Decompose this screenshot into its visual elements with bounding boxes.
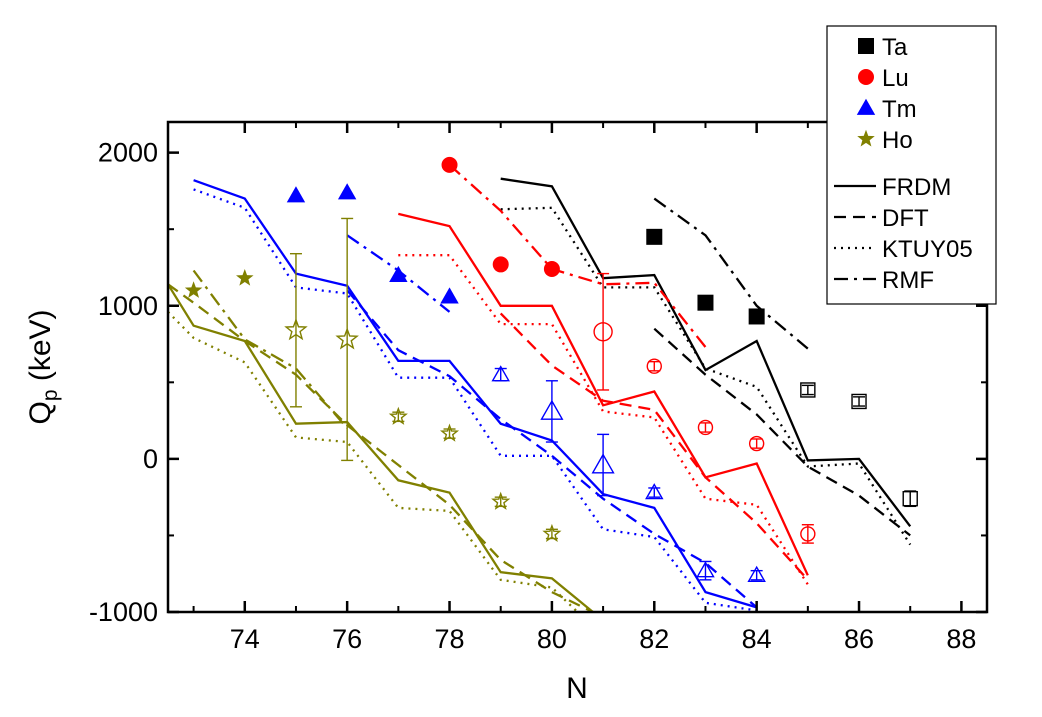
tm-estimated-point (696, 561, 715, 578)
tm-estimated-point (645, 483, 664, 500)
legend-marker-ta (858, 38, 874, 54)
ta-experimental-point (646, 228, 663, 245)
ho-estimated-point (439, 423, 460, 442)
x-tick-label: 88 (946, 624, 976, 654)
legend-label-rmf: RMF (882, 267, 934, 294)
ta-estimated-point (851, 393, 867, 410)
lu-estimated-point (697, 419, 714, 436)
series-layer (168, 164, 912, 612)
tm-estimated-point (540, 399, 564, 420)
ho-dft-line (168, 283, 594, 612)
axes-layer: 74 76 78 80 82 84 86 88 -1000 0 1000 2000 (89, 122, 987, 654)
x-axis-title: N (566, 672, 588, 705)
lu-frdm-line (398, 212, 809, 576)
legend-box (826, 25, 997, 305)
legend: Ta Lu Tm Ho FRDM DFT KTUY05 RMF (826, 25, 997, 305)
plot-frame (166, 120, 989, 614)
lu-estimated-point (748, 435, 765, 452)
lu-experimental-point (492, 256, 509, 273)
tm-experimental-point (440, 287, 459, 304)
y-axis-title-unit: (keV) (24, 309, 57, 389)
ta-ktuy05-line (500, 206, 912, 546)
ta-experimental-point (748, 308, 765, 325)
legend-marker-tm (856, 98, 876, 115)
y-tick-label: 1000 (98, 291, 158, 321)
legend-label-ktuy05: KTUY05 (882, 236, 973, 263)
lu-estimated-point (800, 526, 816, 542)
tm-estimated-point (491, 365, 510, 382)
legend-label-frdm: FRDM (882, 174, 951, 201)
y-tick-label: 2000 (98, 138, 158, 168)
ho-rmf-line (192, 269, 349, 430)
legend-label-dft: DFT (882, 205, 929, 232)
lu-rmf-line (448, 164, 707, 348)
tm-dft-line (346, 289, 758, 609)
legend-items: Ta Lu Tm Ho FRDM DFT KTUY05 RMF (834, 34, 973, 294)
ho-ktuy05-line (168, 311, 579, 612)
tm-experimental-point (337, 183, 357, 200)
x-tick-label: 74 (230, 624, 260, 654)
lu-estimated-point (646, 358, 662, 374)
ta-frdm-line (500, 177, 912, 527)
ta-experimental-point (697, 294, 714, 311)
ho-experimental-point (184, 281, 203, 298)
ho-estimated-point (284, 317, 308, 341)
ta-dft-line (653, 327, 911, 537)
legend-label-ta: Ta (882, 34, 908, 61)
y-tick-label: -1000 (89, 597, 158, 627)
tm-experimental-point (389, 265, 408, 283)
ho-estimated-point (335, 327, 359, 350)
x-tick-label: 84 (742, 624, 772, 654)
legend-label-tm: Tm (882, 96, 917, 123)
ho-experimental-point (236, 268, 254, 286)
x-tick-label: 86 (844, 624, 874, 654)
ho-estimated-point (542, 523, 562, 543)
lu-experimental-point (543, 261, 560, 277)
y-axis-title-sub: p (39, 389, 62, 401)
tm-frdm-line (193, 179, 758, 609)
x-tick-label: 80 (537, 624, 567, 654)
y-axis-title: Qp (keV) (24, 309, 62, 424)
y-tick-label: 0 (143, 444, 158, 474)
tm-ktuy05-line (193, 188, 757, 612)
ta-estimated-point (902, 490, 918, 507)
tm-estimated-point (747, 565, 766, 582)
legend-label-lu: Lu (882, 65, 909, 92)
legend-marker-lu (858, 69, 874, 85)
ta-estimated-point (800, 382, 816, 398)
ho-estimated-point (491, 491, 511, 510)
legend-label-ho: Ho (882, 127, 913, 154)
x-tick-label: 76 (332, 624, 362, 654)
x-tick-label: 78 (435, 624, 465, 654)
tm-experimental-point (286, 186, 306, 203)
ho-estimated-point (388, 406, 408, 425)
y-axis-title-main: Q (24, 401, 57, 424)
lu-experimental-point (441, 156, 458, 173)
marker-layer (184, 156, 918, 582)
x-tick-label: 82 (639, 624, 669, 654)
legend-marker-ho (857, 129, 875, 147)
ta-rmf-line (653, 197, 809, 350)
lu-estimated-point (593, 322, 613, 342)
tm-estimated-point (591, 453, 615, 474)
